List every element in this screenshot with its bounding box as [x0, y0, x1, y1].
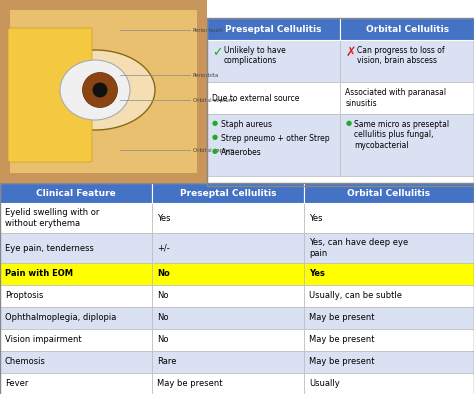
Bar	[0, 285, 152, 307]
Text: ●: ●	[212, 134, 218, 140]
Bar	[304, 373, 474, 394]
Text: Eyelid swelling with or
without erythema: Eyelid swelling with or without erythema	[5, 208, 100, 228]
Bar	[0, 0, 207, 183]
Text: May be present: May be present	[157, 379, 222, 388]
Bar	[304, 307, 474, 329]
Text: Preseptal Cellulitis: Preseptal Cellulitis	[226, 24, 322, 33]
Text: No: No	[157, 269, 170, 279]
Text: +/-: +/-	[157, 243, 170, 253]
FancyBboxPatch shape	[8, 28, 92, 162]
Bar	[207, 114, 340, 176]
Bar	[207, 18, 340, 40]
Text: Eye pain, tenderness: Eye pain, tenderness	[5, 243, 94, 253]
Bar	[304, 203, 474, 233]
Text: Orbital septum: Orbital septum	[193, 147, 234, 152]
Bar	[152, 203, 304, 233]
Ellipse shape	[35, 50, 155, 130]
Bar	[152, 373, 304, 394]
Text: ●: ●	[212, 120, 218, 126]
Bar	[340, 18, 474, 40]
Text: Yes: Yes	[309, 269, 325, 279]
Text: Chemosis: Chemosis	[5, 357, 46, 366]
Text: Unlikely to have
complications: Unlikely to have complications	[224, 46, 286, 65]
Bar	[0, 233, 152, 263]
Bar	[0, 203, 152, 233]
Bar	[152, 285, 304, 307]
Text: No: No	[157, 336, 168, 344]
Bar	[0, 351, 152, 373]
Text: Strep pneumo + other Strep: Strep pneumo + other Strep	[221, 134, 329, 143]
Bar	[207, 40, 340, 82]
Text: Due to external source: Due to external source	[212, 93, 300, 102]
Text: Associated with paranasal
sinusitis: Associated with paranasal sinusitis	[346, 88, 447, 108]
Text: Pain with EOM: Pain with EOM	[5, 269, 73, 279]
Text: Fever: Fever	[5, 379, 28, 388]
Text: May be present: May be present	[309, 357, 374, 366]
Bar	[340, 114, 474, 176]
Text: Yes: Yes	[309, 214, 322, 223]
Text: May be present: May be present	[309, 336, 374, 344]
Text: No: No	[157, 292, 168, 301]
Text: Same micro as preseptal
cellulitis plus fungal,
mycobacterial: Same micro as preseptal cellulitis plus …	[355, 120, 450, 150]
Text: Clinical Feature: Clinical Feature	[36, 188, 116, 197]
Text: No: No	[157, 314, 168, 323]
Text: May be present: May be present	[309, 314, 374, 323]
Bar	[0, 373, 152, 394]
Text: ✗: ✗	[346, 46, 356, 59]
Text: Can progress to loss of
vision, brain abscess: Can progress to loss of vision, brain ab…	[357, 46, 445, 65]
Text: Vision impairment: Vision impairment	[5, 336, 82, 344]
Text: ●: ●	[346, 120, 352, 126]
Text: ●: ●	[212, 148, 218, 154]
Text: Periosteum: Periosteum	[193, 28, 224, 32]
Ellipse shape	[82, 72, 118, 108]
Bar	[0, 263, 152, 285]
Bar	[304, 183, 474, 203]
Text: Yes, can have deep eye
pain: Yes, can have deep eye pain	[309, 238, 408, 258]
Bar	[304, 351, 474, 373]
Bar	[340, 40, 474, 82]
Bar	[152, 329, 304, 351]
Bar	[0, 183, 474, 394]
Bar	[0, 329, 152, 351]
Bar	[304, 285, 474, 307]
Bar	[304, 329, 474, 351]
Bar	[340, 82, 474, 114]
Text: Orbital Cellulitis: Orbital Cellulitis	[365, 24, 449, 33]
Text: Ophthalmoplegia, diplopia: Ophthalmoplegia, diplopia	[5, 314, 117, 323]
Text: Usually, can be subtle: Usually, can be subtle	[309, 292, 402, 301]
Bar	[0, 0, 207, 183]
Text: Anaerobes: Anaerobes	[221, 148, 262, 157]
Bar	[152, 233, 304, 263]
Text: Proptosis: Proptosis	[5, 292, 44, 301]
Text: Orbital septum: Orbital septum	[193, 97, 234, 102]
Text: Preseptal Cellulitis: Preseptal Cellulitis	[180, 188, 276, 197]
Bar	[10, 10, 197, 173]
Bar	[152, 351, 304, 373]
Ellipse shape	[92, 82, 108, 97]
Text: Rare: Rare	[157, 357, 176, 366]
Text: Periorbita: Periorbita	[193, 72, 219, 78]
Bar	[152, 263, 304, 285]
Bar	[207, 82, 340, 114]
Ellipse shape	[60, 60, 130, 120]
Bar	[304, 233, 474, 263]
Text: Staph aureus: Staph aureus	[221, 120, 272, 129]
Text: Orbital Cellulitis: Orbital Cellulitis	[347, 188, 430, 197]
Bar	[304, 263, 474, 285]
Bar	[0, 183, 152, 203]
Bar	[0, 307, 152, 329]
Text: ✓: ✓	[212, 46, 222, 59]
Bar	[207, 18, 474, 186]
Bar	[152, 183, 304, 203]
Text: Yes: Yes	[157, 214, 171, 223]
Bar	[152, 307, 304, 329]
Text: Usually: Usually	[309, 379, 340, 388]
